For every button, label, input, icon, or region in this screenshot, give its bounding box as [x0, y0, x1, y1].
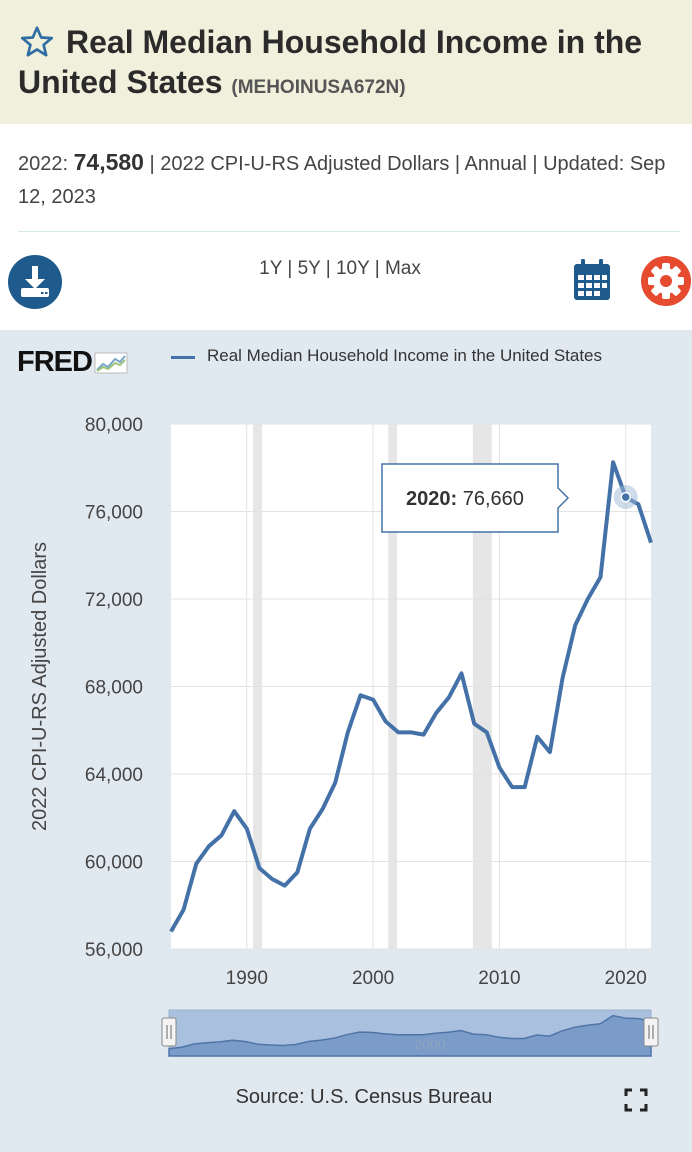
y-tick-label: 72,000 [85, 590, 143, 611]
range-separator: | [287, 258, 298, 279]
fullscreen-icon[interactable] [624, 1088, 648, 1112]
updated-date: Sep 12, 2023 [18, 153, 666, 208]
y-tick-label: 80,000 [85, 415, 143, 436]
highlight-point[interactable] [620, 491, 631, 503]
line-chart: 56,000 60,000 64,000 68,000 72,000 76,000 80,0… [29, 415, 659, 1057]
favorite-star-icon[interactable] [18, 24, 56, 60]
navigator-series [168, 1014, 652, 1057]
y-tick-label: 76,000 [85, 503, 143, 524]
divider [18, 231, 680, 232]
tooltip-text: 2020: 76,660 [406, 488, 524, 510]
y-axis-label: 2022 CPI-U-RS Adjusted Dollars [29, 542, 51, 831]
page-title: Real Median Household Income in the Unit… [18, 22, 678, 108]
range-separator: | [374, 258, 385, 279]
gear-icon[interactable] [640, 255, 692, 307]
source-citation: Source: U.S. Census Bureau [235, 1086, 493, 1108]
latest-label: 2022: [18, 153, 69, 175]
series-metadata: 2022: 74,580 | 2022 CPI-U-RS Adjusted Do… [18, 146, 678, 214]
navigator-label: 2000 [414, 1036, 445, 1052]
x-tick-label: 1990 [226, 968, 268, 989]
series-line[interactable] [169, 460, 653, 933]
x-tick-label: 2020 [605, 968, 647, 989]
navigator-right-handle[interactable] [643, 1017, 659, 1047]
latest-value: 74,580 [73, 149, 144, 175]
series-id: (MEHOINUSA672N) [231, 77, 406, 98]
tooltip-box [381, 463, 570, 533]
x-tick-label: 2010 [478, 968, 520, 989]
download-icon [21, 266, 49, 297]
calendar-icon[interactable] [572, 258, 612, 302]
y-tick-label: 56,000 [85, 940, 143, 961]
series-title: Real Median Household Income in the Unit… [18, 24, 643, 100]
range-10y-button[interactable]: 10Y [335, 258, 370, 279]
fred-logo: FRED [17, 346, 128, 379]
range-1y-button[interactable]: 1Y [259, 258, 283, 279]
y-tick-label: 68,000 [85, 678, 143, 699]
navigator-left-handle[interactable] [161, 1017, 177, 1047]
range-separator: | [325, 258, 336, 279]
y-tick-label: 64,000 [85, 765, 143, 786]
x-tick-label: 2000 [352, 968, 394, 989]
legend-line-swatch [171, 356, 195, 359]
date-range-selector: 1Y | 5Y | 10Y | Max [220, 258, 460, 280]
tooltip-year: 2020: [406, 488, 463, 510]
range-max-button[interactable]: Max [384, 258, 421, 279]
legend-series-label[interactable]: Real Median Household Income in the Unit… [207, 346, 603, 365]
series-details: | 2022 CPI-U-RS Adjusted Dollars | Annua… [149, 153, 625, 175]
download-button[interactable] [8, 255, 62, 309]
y-tick-label: 60,000 [85, 853, 143, 874]
range-5y-button[interactable]: 5Y [297, 258, 321, 279]
page-header [0, 0, 692, 124]
tooltip-value: 76,660 [463, 488, 524, 510]
fred-chart-logo-icon [94, 352, 128, 374]
